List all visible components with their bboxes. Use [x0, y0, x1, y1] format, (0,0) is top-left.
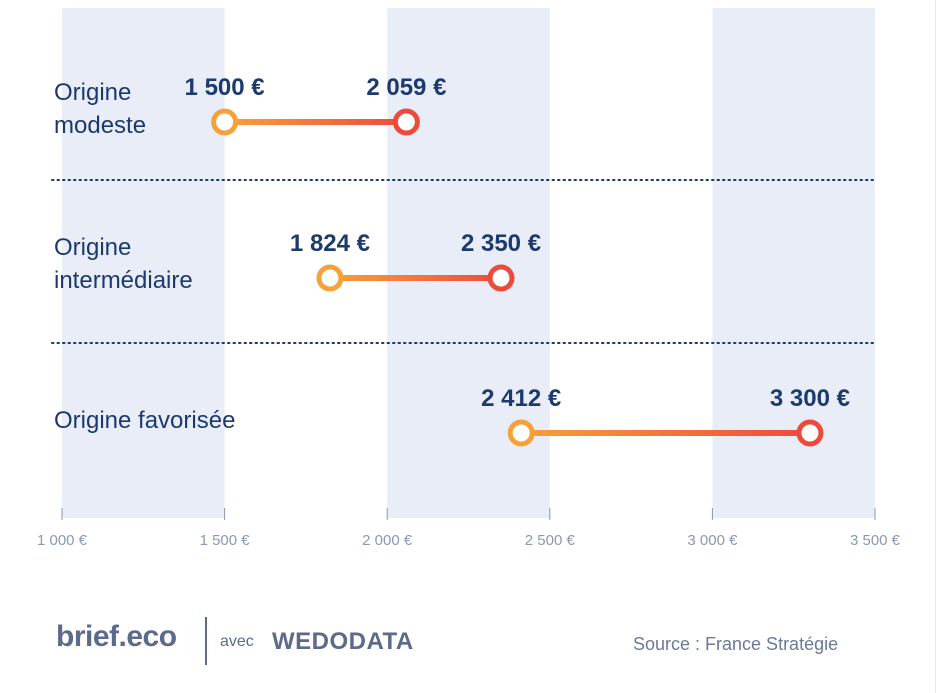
- end-value-label: 2 350 €: [461, 230, 541, 257]
- range-bar: [224, 119, 407, 125]
- range-bar: [521, 430, 810, 436]
- category-label: Origine: [54, 79, 131, 106]
- start-value-label: 2 412 €: [481, 385, 561, 412]
- start-dot: [211, 108, 239, 136]
- x-tick-label: 1 000 €: [37, 532, 88, 549]
- end-dot: [487, 264, 515, 292]
- end-dot: [392, 108, 420, 136]
- dumbbell-chart: 1 000 € 1 500 € 2 000 € 2 500 € 3 000 € 3 500…: [37, 8, 901, 549]
- range-bar: [329, 275, 502, 281]
- source-label: Source : France Stratégie: [633, 634, 839, 654]
- category-label: intermédiaire: [54, 267, 193, 294]
- partner-logo: WEDODATA: [272, 628, 414, 655]
- brand-separator: [205, 617, 207, 665]
- page-edge-rule: [935, 0, 936, 693]
- grid-band: [712, 8, 875, 518]
- start-dot: [316, 264, 344, 292]
- end-value-label: 2 059 €: [366, 74, 446, 101]
- x-tick-label: 3 000 €: [687, 532, 738, 549]
- avec-label: avec: [220, 633, 254, 650]
- end-dot: [796, 419, 824, 447]
- category-label: Origine favorisée: [54, 407, 235, 434]
- x-tick-label: 2 500 €: [525, 532, 576, 549]
- start-value-label: 1 824 €: [290, 230, 370, 257]
- x-tick-label: 2 000 €: [362, 532, 413, 549]
- x-tick-label: 3 500 €: [850, 532, 901, 549]
- start-value-label: 1 500 €: [185, 74, 265, 101]
- category-label: modeste: [54, 112, 146, 139]
- end-value-label: 3 300 €: [770, 385, 850, 412]
- grid-band: [62, 8, 225, 518]
- footer: brief.eco avec WEDODATA Source : France …: [0, 600, 943, 680]
- start-dot: [507, 419, 535, 447]
- x-tick-label: 1 500 €: [200, 532, 251, 549]
- category-label: Origine: [54, 234, 131, 261]
- brand-logo: brief.eco: [56, 620, 177, 653]
